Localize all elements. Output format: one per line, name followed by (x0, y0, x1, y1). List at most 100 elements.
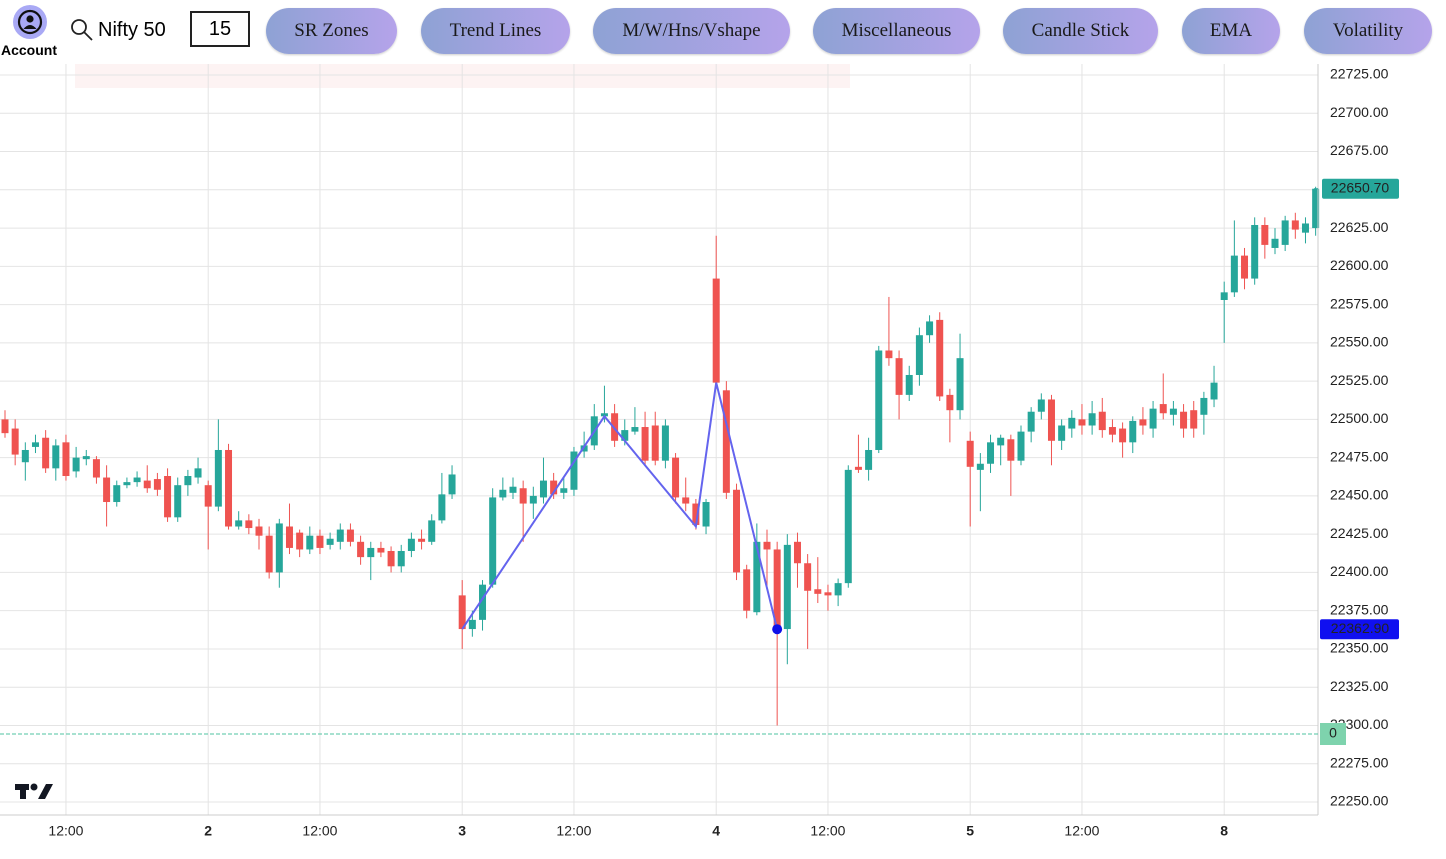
candle-body (499, 489, 507, 498)
candle-body (255, 526, 263, 536)
candle-body (1271, 238, 1279, 248)
candle-body (824, 592, 832, 596)
candle-body (275, 523, 283, 573)
tool-button[interactable]: SR Zones (266, 8, 397, 54)
candle-body (1190, 410, 1198, 429)
candle-body (905, 374, 913, 395)
y-tick-label: 22425.00 (1330, 525, 1389, 541)
candle-body (672, 457, 680, 498)
account[interactable]: Account (0, 4, 60, 58)
pattern-end-point (772, 624, 783, 635)
x-tick-label: 12:00 (48, 823, 83, 839)
candle-body (997, 437, 1005, 446)
candle-body (560, 488, 568, 493)
candle-body (346, 529, 354, 542)
candle-body (539, 480, 547, 498)
candle-body (865, 449, 873, 470)
candle-body (793, 541, 801, 564)
candle-body (31, 442, 39, 447)
candle-body (306, 535, 314, 550)
candle-body (479, 584, 487, 620)
candle-body (245, 520, 253, 529)
y-tick-label: 22575.00 (1330, 295, 1389, 311)
candle-body (621, 430, 629, 441)
cursor-price-label: 22362.90 (1331, 620, 1390, 636)
candle-body (1200, 397, 1208, 415)
x-tick-label: 12:00 (1064, 823, 1099, 839)
candle-body (1261, 225, 1269, 245)
candle-body (722, 390, 730, 493)
tool-button[interactable]: Trend Lines (421, 8, 570, 54)
tool-button[interactable]: Miscellaneous (813, 8, 980, 54)
y-tick-label: 22600.00 (1330, 257, 1389, 273)
candle-body (570, 451, 578, 490)
candle-body (438, 494, 446, 521)
candle-body (1251, 225, 1259, 279)
candle-body (133, 477, 141, 483)
candle-body (194, 468, 202, 478)
tool-button[interactable]: Candle Stick (1003, 8, 1158, 54)
candle-body (11, 428, 19, 455)
candle-body (184, 476, 192, 486)
candle-body (1078, 419, 1086, 426)
candle-body (285, 526, 293, 548)
y-tick-label: 22350.00 (1330, 640, 1389, 656)
toolbar: Account Nifty 50 15 SR Zones Trend Lines M… (0, 0, 1446, 64)
candle-body (235, 520, 243, 527)
candle-body (743, 569, 751, 611)
candle-body (316, 535, 324, 548)
candle-body (489, 497, 497, 585)
candle-body (661, 425, 669, 461)
candle-body (265, 535, 273, 573)
candle-body (1220, 292, 1228, 300)
candle-body (1108, 427, 1116, 435)
candle-body (143, 480, 151, 489)
candle-body (550, 480, 558, 495)
x-tick-label: 4 (712, 823, 720, 839)
candle-body (763, 541, 771, 550)
candle-body (1017, 431, 1025, 461)
candle-body (1230, 255, 1238, 293)
candle-body (42, 437, 50, 469)
candle-body (428, 520, 436, 542)
y-tick-label: 22550.00 (1330, 334, 1389, 350)
candle-body (509, 486, 517, 493)
candle-body (1180, 411, 1188, 429)
candle-body (529, 495, 537, 504)
candle-body (1291, 220, 1299, 230)
candle-body (418, 538, 426, 542)
candle-body (885, 350, 893, 359)
candle-body (174, 485, 182, 518)
candle-body (702, 502, 710, 527)
candle-body (926, 321, 934, 336)
candle-body (692, 503, 700, 525)
candle-body (875, 350, 883, 450)
candle-body (641, 427, 649, 461)
x-tick-label: 3 (458, 823, 466, 839)
tool-button[interactable]: EMA (1182, 8, 1280, 54)
indicator-label: 0 (1329, 725, 1337, 741)
candle-body (1210, 382, 1218, 400)
candle-body (946, 394, 954, 411)
y-tick-label: 22275.00 (1330, 754, 1389, 770)
tool-button[interactable]: M/W/Hns/Vshape (593, 8, 790, 54)
candle-body (103, 477, 111, 503)
last-price-bg (1322, 178, 1399, 199)
candle-body (113, 485, 121, 503)
symbol-search[interactable]: Nifty 50 (70, 18, 166, 42)
candle-body (153, 479, 161, 490)
y-tick-label: 22325.00 (1330, 678, 1389, 694)
candle-body (783, 544, 791, 630)
candle-body (62, 442, 70, 477)
y-tick-label: 22475.00 (1330, 448, 1389, 464)
indicator-label-bg (1320, 723, 1346, 745)
tool-button[interactable]: Volatility (1304, 8, 1432, 54)
candle-body (844, 469, 852, 584)
candle-body (458, 595, 466, 630)
candle-body (1098, 411, 1106, 431)
interval-input[interactable]: 15 (190, 11, 250, 47)
candle-body (123, 482, 131, 486)
candle-body (915, 335, 923, 375)
candle-body (987, 442, 995, 464)
